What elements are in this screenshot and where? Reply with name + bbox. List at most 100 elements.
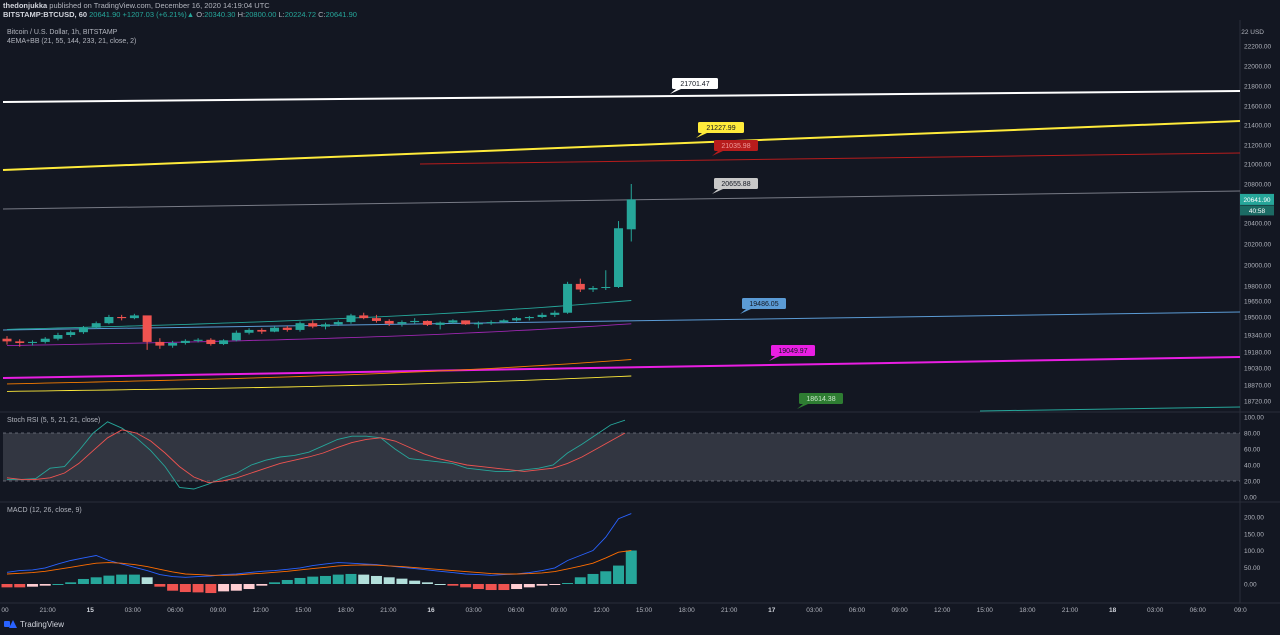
candle-body[interactable]	[550, 312, 560, 315]
price-level-line[interactable]	[2, 190, 1241, 210]
price-level-line[interactable]	[2, 356, 1241, 379]
price-level-line[interactable]	[2, 90, 1241, 103]
candle-body[interactable]	[15, 341, 25, 343]
candle-body[interactable]	[308, 323, 318, 327]
candle-body[interactable]	[91, 323, 101, 328]
candle-body[interactable]	[231, 332, 241, 341]
price-tick-label: 22000.00	[1244, 64, 1271, 71]
candle-body[interactable]	[537, 314, 547, 317]
macd-histogram-bar	[154, 584, 166, 587]
time-tick-label: 18	[1109, 607, 1117, 614]
macd-histogram-bar	[205, 584, 217, 594]
candle-body[interactable]	[104, 317, 114, 324]
time-tick-label: 03:00	[806, 607, 823, 614]
macd-histogram-bar	[472, 584, 484, 590]
candle-body[interactable]	[588, 288, 598, 290]
candle-body[interactable]	[499, 320, 509, 323]
price-level-callout[interactable]	[714, 140, 758, 151]
indicator-legend[interactable]: 4EMA+BB (21, 55, 144, 233, 21, close, 2)	[7, 38, 137, 45]
time-tick-label: 06:00	[849, 607, 866, 614]
stoch-rsi-legend[interactable]: Stoch RSI (5, 5, 21, 21, close)	[7, 417, 101, 424]
price-level-callout[interactable]	[799, 393, 843, 404]
price-level-line[interactable]	[2, 120, 1241, 171]
candle-body[interactable]	[321, 324, 330, 327]
candle-body[interactable]	[626, 199, 636, 230]
candle-body[interactable]	[257, 329, 267, 332]
price-level-callout[interactable]	[698, 122, 744, 133]
macd-histogram-bar	[128, 574, 140, 584]
candle-body[interactable]	[384, 320, 394, 324]
candle-body[interactable]	[168, 342, 178, 346]
candle-body[interactable]	[512, 318, 522, 321]
price-level-line[interactable]	[419, 152, 1241, 165]
macd-histogram-bar	[14, 584, 26, 588]
macd-histogram-bar	[460, 584, 472, 588]
candle-body[interactable]	[206, 339, 216, 345]
candle-body[interactable]	[27, 341, 37, 343]
macd-line	[6, 513, 632, 578]
candle-body[interactable]	[422, 320, 432, 325]
candle-body[interactable]	[219, 340, 229, 345]
candle-body[interactable]	[180, 340, 190, 343]
macd-histogram-bar	[192, 584, 204, 593]
candle-body[interactable]	[614, 228, 624, 287]
candle-body[interactable]	[78, 327, 88, 333]
price-level-line[interactable]	[2, 311, 1241, 331]
candle-body[interactable]	[601, 287, 611, 288]
candle-body[interactable]	[117, 317, 127, 319]
author-name[interactable]: thedonjukka	[3, 1, 48, 10]
tradingview-logo[interactable]: TradingView	[4, 620, 64, 629]
candle-body[interactable]	[461, 320, 471, 325]
candle-body[interactable]	[40, 338, 50, 342]
candle-body[interactable]	[575, 283, 585, 290]
symbol-legend[interactable]: Bitcoin / U.S. Dollar, 1h, BITSTAMP	[7, 29, 118, 36]
stoch-band	[3, 433, 1240, 481]
candle-body[interactable]	[563, 283, 573, 313]
candle-body[interactable]	[282, 327, 292, 330]
candle-body[interactable]	[397, 322, 407, 324]
price-level-callout[interactable]	[672, 78, 718, 89]
candle-body[interactable]	[142, 315, 152, 342]
candle-body[interactable]	[2, 338, 12, 342]
macd-legend[interactable]: MACD (12, 26, close, 9)	[7, 507, 82, 514]
time-tick-label: 12:00	[934, 607, 951, 614]
macd-histogram-bar	[26, 584, 38, 587]
time-tick-label: 03:00	[1147, 607, 1164, 614]
candle-body[interactable]	[333, 322, 343, 325]
candle-body[interactable]	[270, 327, 280, 332]
candle-body[interactable]	[295, 323, 305, 330]
candle-body[interactable]	[473, 323, 483, 325]
candle-body[interactable]	[66, 332, 76, 335]
candle-body[interactable]	[53, 335, 63, 339]
candle-body[interactable]	[435, 322, 445, 325]
footer-bar	[0, 617, 1280, 635]
price-level-callout[interactable]	[771, 345, 815, 356]
candle-body[interactable]	[359, 315, 369, 319]
candle-body[interactable]	[410, 320, 420, 323]
candle-body[interactable]	[155, 341, 165, 346]
candle-body[interactable]	[486, 322, 496, 324]
macd-histogram-bar	[396, 578, 408, 584]
time-tick-label: 03:00	[465, 607, 482, 614]
time-tick-label: 16	[427, 607, 435, 614]
price-level-line[interactable]	[979, 406, 1241, 412]
macd-histogram-bar	[65, 582, 77, 584]
price-tick-label: 21400.00	[1244, 123, 1271, 130]
price-level-callout[interactable]	[714, 178, 758, 189]
price-level-callout[interactable]	[742, 298, 786, 309]
candle-body[interactable]	[244, 329, 254, 333]
time-tick-label: 21:00	[39, 607, 56, 614]
candle-body[interactable]	[346, 315, 356, 323]
symbol-label[interactable]: BITSTAMP:BTCUSD, 60	[3, 10, 88, 19]
callout-pointer	[797, 404, 808, 409]
price-level-label: 21227.99	[706, 125, 735, 132]
candle-body[interactable]	[129, 315, 139, 319]
time-tick-label: 21:00	[380, 607, 397, 614]
candle-body[interactable]	[448, 320, 458, 323]
candle-body[interactable]	[193, 339, 203, 341]
price-level-label: 21035.98	[721, 143, 750, 150]
candle-body[interactable]	[371, 318, 381, 321]
candle-body[interactable]	[524, 317, 534, 319]
macd-histogram-bar	[562, 582, 574, 584]
